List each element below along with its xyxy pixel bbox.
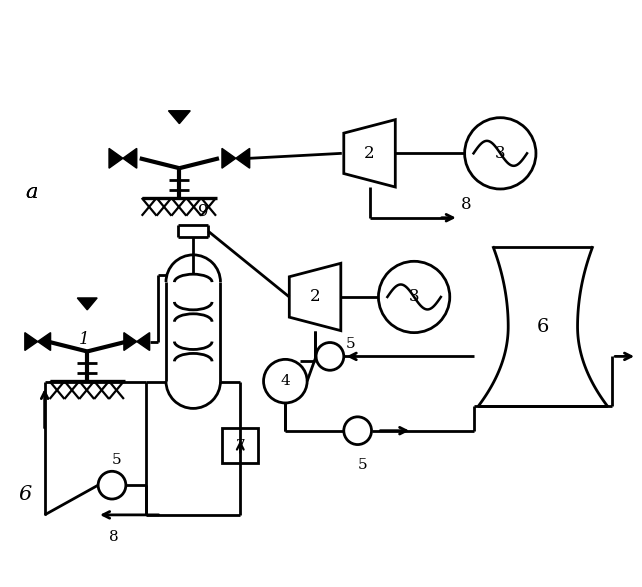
- Text: 7: 7: [236, 438, 245, 453]
- Text: 5: 5: [112, 453, 122, 467]
- Text: 2: 2: [364, 145, 375, 162]
- Polygon shape: [137, 333, 150, 350]
- Text: а: а: [25, 183, 37, 202]
- Text: 5: 5: [346, 338, 356, 352]
- Text: 2: 2: [309, 288, 320, 305]
- Circle shape: [316, 343, 343, 370]
- Bar: [222, 428, 258, 463]
- Text: 8: 8: [109, 529, 119, 544]
- Polygon shape: [290, 264, 341, 330]
- Circle shape: [98, 471, 126, 499]
- Text: 3: 3: [409, 288, 419, 305]
- Polygon shape: [25, 333, 38, 350]
- Polygon shape: [168, 111, 190, 124]
- Text: 9: 9: [198, 203, 209, 220]
- Text: 6: 6: [537, 318, 549, 336]
- Polygon shape: [236, 149, 250, 168]
- Polygon shape: [109, 149, 123, 168]
- Text: 1: 1: [80, 330, 90, 348]
- Polygon shape: [123, 149, 137, 168]
- Circle shape: [378, 261, 450, 333]
- Polygon shape: [38, 333, 51, 350]
- Text: 5: 5: [358, 458, 367, 473]
- Polygon shape: [343, 120, 395, 187]
- Circle shape: [264, 359, 307, 403]
- Circle shape: [465, 117, 536, 189]
- Text: 8: 8: [461, 196, 471, 212]
- Text: 3: 3: [495, 145, 506, 162]
- Polygon shape: [222, 149, 236, 168]
- Circle shape: [343, 417, 372, 444]
- Text: 4: 4: [281, 374, 290, 388]
- Polygon shape: [77, 298, 97, 310]
- Text: а: а: [25, 183, 37, 202]
- Text: 6: 6: [18, 485, 31, 504]
- Polygon shape: [124, 333, 137, 350]
